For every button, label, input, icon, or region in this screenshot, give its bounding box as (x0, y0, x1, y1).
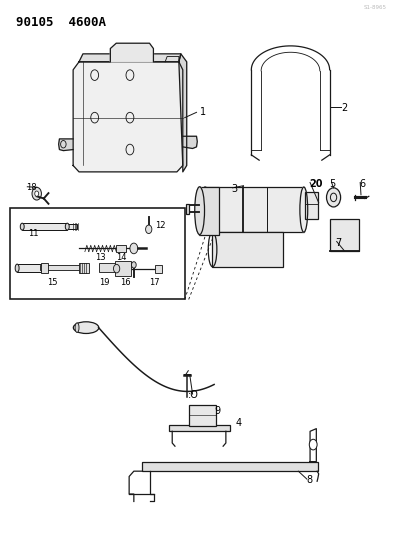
Circle shape (130, 243, 138, 254)
Bar (199, 187, 219, 235)
Circle shape (32, 187, 41, 200)
Polygon shape (179, 54, 187, 172)
Bar (116, 261, 131, 276)
Text: 19: 19 (99, 278, 109, 287)
Ellipse shape (15, 264, 19, 272)
Text: 90105  4600A: 90105 4600A (17, 15, 107, 29)
Text: 9: 9 (214, 406, 220, 416)
Text: 2: 2 (342, 103, 348, 113)
Polygon shape (73, 62, 183, 172)
Text: 12: 12 (155, 221, 166, 230)
Text: 1: 1 (200, 107, 207, 117)
Text: 13: 13 (95, 254, 105, 262)
Circle shape (309, 439, 317, 450)
Circle shape (132, 262, 136, 268)
Text: 15: 15 (47, 278, 57, 287)
Text: 5: 5 (330, 179, 336, 189)
Polygon shape (183, 136, 197, 149)
Circle shape (114, 264, 120, 273)
Circle shape (145, 225, 152, 233)
Text: 11: 11 (28, 229, 39, 238)
Bar (79, 263, 89, 273)
Ellipse shape (20, 223, 24, 230)
Bar (67, 224, 77, 229)
Bar (40, 263, 48, 273)
Bar (11, 208, 185, 300)
Polygon shape (59, 139, 73, 151)
Ellipse shape (75, 323, 79, 333)
Bar (330, 219, 359, 251)
Ellipse shape (300, 187, 308, 232)
Text: 6: 6 (359, 179, 365, 189)
Bar (305, 192, 318, 219)
Text: 3: 3 (232, 184, 238, 194)
Polygon shape (110, 43, 153, 62)
Circle shape (327, 188, 341, 207)
Bar (154, 265, 162, 273)
Bar (116, 245, 126, 252)
Bar (185, 204, 189, 214)
Bar (17, 264, 40, 272)
Bar (22, 223, 67, 230)
Ellipse shape (195, 187, 204, 235)
Text: 14: 14 (116, 254, 127, 262)
Text: 4: 4 (236, 418, 242, 429)
Ellipse shape (65, 223, 69, 230)
Text: 20: 20 (309, 179, 323, 189)
Text: 17: 17 (149, 278, 160, 287)
Text: :O: :O (188, 390, 199, 400)
Bar (40, 265, 83, 270)
Text: S1-8965: S1-8965 (364, 5, 386, 10)
Text: 18: 18 (26, 183, 37, 192)
Polygon shape (79, 54, 181, 62)
Bar (189, 405, 216, 426)
Bar (212, 232, 283, 266)
Ellipse shape (73, 322, 99, 334)
Bar (169, 425, 230, 431)
Text: 8: 8 (306, 475, 312, 485)
Text: 7: 7 (336, 238, 342, 247)
Circle shape (35, 191, 39, 196)
Bar (141, 462, 318, 471)
Text: 16: 16 (120, 278, 131, 287)
Bar (204, 187, 304, 232)
Bar (99, 263, 116, 272)
